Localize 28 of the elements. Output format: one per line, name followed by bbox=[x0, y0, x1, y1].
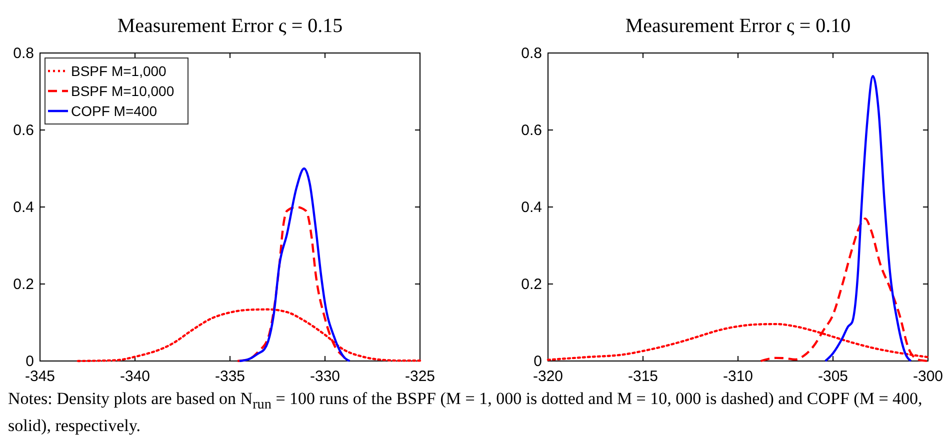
x-tick-label: -320 bbox=[532, 368, 564, 385]
y-tick-label: 0.2 bbox=[521, 276, 542, 293]
y-tick-label: 0.6 bbox=[13, 122, 34, 139]
x-tick-label: -315 bbox=[628, 368, 658, 385]
line-series bbox=[824, 75, 912, 362]
x-tick-label: -310 bbox=[722, 368, 754, 385]
x-tick-label: -305 bbox=[818, 368, 848, 385]
y-tick-label: 0.2 bbox=[13, 276, 34, 293]
y-tick-label: 0.8 bbox=[521, 45, 542, 62]
chart-title: Measurement Error ς = 0.15 bbox=[117, 15, 343, 37]
legend-label: COPF M=400 bbox=[71, 103, 158, 119]
legend-label: BSPF M=1,000 bbox=[71, 63, 167, 79]
x-tick-label: -340 bbox=[120, 368, 150, 385]
text: Notes: Density plots are based on N$_{run}$ = 100 runs of the BSPF (M = 1, 000 is dotted and M = 10, 000 is dashed) and COPF (M = 400, solid), respectively. bbox=[8, 389, 922, 436]
y-tick-label: 0.4 bbox=[13, 199, 34, 216]
x-tick-label: -345 bbox=[24, 368, 56, 385]
y-tick-label: 0.8 bbox=[13, 45, 34, 62]
legend-label: BSPF M=10,000 bbox=[71, 83, 174, 99]
y-tick-label: 0 bbox=[26, 353, 34, 370]
x-tick-label: -335 bbox=[214, 368, 246, 385]
line-series bbox=[238, 167, 351, 362]
x-tick-label: -330 bbox=[310, 368, 340, 385]
x-tick-label: -325 bbox=[404, 368, 436, 385]
x-tick-label: -300 bbox=[912, 368, 944, 385]
chart-title: Measurement Error ς = 0.10 bbox=[625, 15, 851, 37]
y-tick-label: 0.6 bbox=[521, 122, 542, 139]
y-tick-label: 0.4 bbox=[521, 199, 542, 216]
y-tick-label: 0 bbox=[534, 353, 542, 370]
